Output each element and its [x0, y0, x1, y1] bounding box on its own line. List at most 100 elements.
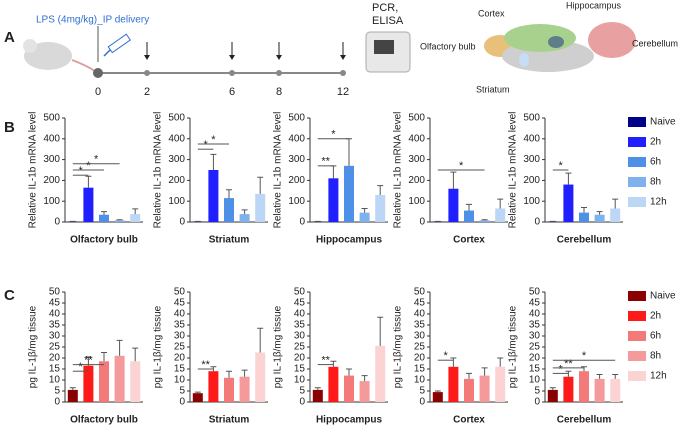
- y-tick-label: 30: [49, 331, 61, 342]
- error-bar: [346, 368, 352, 376]
- y-tick-label: 500: [168, 113, 185, 124]
- legend-swatch: [628, 291, 646, 301]
- error-bar: [330, 360, 337, 367]
- bar: [375, 194, 386, 222]
- y-tick-label: 0: [534, 217, 540, 228]
- error-bar: [596, 374, 603, 379]
- bar: [579, 212, 589, 222]
- y-tick-label: 35: [294, 320, 306, 331]
- sig-label: *: [331, 129, 336, 141]
- sig-label: *: [558, 363, 563, 375]
- y-tick-label: 35: [174, 320, 186, 331]
- bar: [610, 208, 621, 222]
- y-tick-label: 50: [294, 287, 306, 298]
- bar: [344, 165, 354, 222]
- bar: [328, 366, 339, 402]
- y-tick-label: 0: [179, 397, 185, 408]
- error-bar: [241, 209, 248, 215]
- y-axis-label: pg IL-1β/mg tissue: [28, 305, 39, 388]
- bar: [359, 212, 370, 222]
- y-axis-label: Relative IL-1b mRNA level: [508, 112, 519, 229]
- bar: [114, 355, 125, 402]
- sig-label: **: [201, 359, 210, 371]
- legend-swatch: [628, 117, 646, 127]
- x-axis-label: Cerebellum: [557, 415, 612, 426]
- bar: [432, 392, 443, 402]
- error-bar: [497, 198, 504, 209]
- y-axis-label: Relative IL-1b mRNA level: [28, 112, 39, 229]
- y-tick-label: 50: [49, 287, 61, 298]
- y-tick-label: 25: [529, 342, 541, 353]
- legend-label: Naive: [650, 117, 676, 128]
- error-bar: [596, 211, 603, 215]
- panel-label: C: [4, 287, 15, 304]
- y-tick-label: 15: [174, 364, 186, 375]
- y-axis-label: pg IL-1β/mg tissue: [508, 305, 519, 388]
- bar: [67, 389, 78, 402]
- error-bar: [612, 374, 619, 379]
- y-tick-label: 100: [43, 196, 60, 207]
- bar: [208, 371, 219, 402]
- y-tick-label: 25: [414, 342, 426, 353]
- timepoint-label: 2: [144, 86, 150, 98]
- y-axis-label: pg IL-1β/mg tissue: [153, 305, 164, 388]
- error-bar: [450, 171, 457, 189]
- x-axis-label: Hippocampus: [316, 235, 383, 246]
- y-tick-label: 10: [49, 375, 61, 386]
- y-tick-label: 50: [414, 287, 426, 298]
- arrow-head: [144, 55, 150, 60]
- y-tick-label: 400: [523, 133, 540, 144]
- legend-swatch: [628, 157, 646, 167]
- sig-label: *: [94, 154, 99, 166]
- legend-swatch: [628, 351, 646, 361]
- y-tick-label: 400: [408, 133, 425, 144]
- y-tick-label: 300: [408, 154, 425, 165]
- y-tick-label: 10: [174, 375, 186, 386]
- sig-label: *: [78, 361, 83, 373]
- error-bar: [466, 203, 472, 211]
- error-bar: [226, 370, 232, 378]
- y-tick-label: 20: [174, 353, 186, 364]
- y-tick-label: 0: [419, 397, 425, 408]
- y-tick-label: 15: [414, 364, 426, 375]
- error-bar: [330, 165, 337, 179]
- bar: [312, 389, 323, 402]
- sig-label: *: [78, 165, 83, 177]
- y-axis-label: pg IL-1β/mg tissue: [393, 305, 404, 388]
- y-tick-label: 500: [43, 113, 60, 124]
- error-bar: [361, 375, 368, 382]
- timepoint-label: 0: [95, 86, 101, 98]
- y-tick-label: 25: [294, 342, 306, 353]
- y-tick-label: 300: [43, 154, 60, 165]
- sig-label: *: [86, 160, 91, 172]
- y-tick-label: 20: [49, 353, 61, 364]
- y-tick-label: 200: [288, 175, 305, 186]
- error-bar: [466, 372, 472, 379]
- bar: [208, 170, 219, 222]
- timepoint-dot: [340, 70, 346, 76]
- y-tick-label: 300: [288, 154, 305, 165]
- y-tick-label: 400: [288, 133, 305, 144]
- y-tick-label: 0: [179, 217, 185, 228]
- y-tick-label: 0: [534, 397, 540, 408]
- bar: [495, 366, 506, 402]
- assay-line: PCR,: [372, 2, 398, 14]
- y-tick-label: 10: [294, 375, 306, 386]
- error-bar: [549, 387, 556, 390]
- x-axis-label: Cerebellum: [557, 235, 612, 246]
- y-tick-label: 15: [529, 364, 541, 375]
- legend-swatch: [628, 137, 646, 147]
- bar: [464, 378, 474, 402]
- y-tick-label: 400: [168, 133, 185, 144]
- y-tick-label: 35: [49, 320, 61, 331]
- y-tick-label: 30: [294, 331, 306, 342]
- sig-label: *: [211, 134, 216, 146]
- y-tick-label: 35: [414, 320, 426, 331]
- y-tick-label: 45: [529, 298, 541, 309]
- y-tick-label: 200: [168, 175, 185, 186]
- error-bar: [314, 387, 321, 390]
- legend-label: 8h: [650, 177, 661, 188]
- arrow-head: [229, 55, 235, 60]
- bar: [579, 371, 589, 402]
- y-tick-label: 40: [529, 309, 541, 320]
